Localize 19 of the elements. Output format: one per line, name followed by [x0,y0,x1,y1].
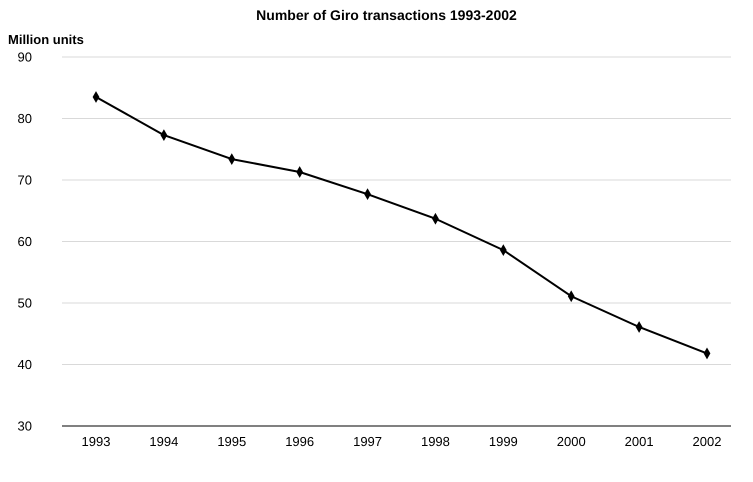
y-tick-label: 50 [18,296,32,311]
x-tick-label: 1997 [353,434,382,449]
y-tick-label: 40 [18,357,32,372]
x-tick-label: 1994 [149,434,178,449]
y-tick-label: 60 [18,234,32,250]
x-tick-label: 2001 [624,434,654,449]
x-tick-label: 1998 [420,434,450,449]
x-tick-label: 1995 [217,434,246,449]
x-tick-label: 2002 [692,434,722,449]
x-tick-label: 1999 [488,434,518,449]
y-tick-label: 80 [18,111,32,126]
y-tick-label: 90 [18,50,32,65]
y-axis-title: Million units [8,32,84,47]
x-tick-label: 2000 [556,434,586,449]
x-tick-label: 1996 [285,434,314,449]
y-tick-label: 30 [18,418,32,434]
x-tick-label: 1993 [82,434,110,449]
chart-title: Number of Giro transactions 1993-2002 [256,7,518,23]
y-tick-label: 70 [18,172,32,188]
